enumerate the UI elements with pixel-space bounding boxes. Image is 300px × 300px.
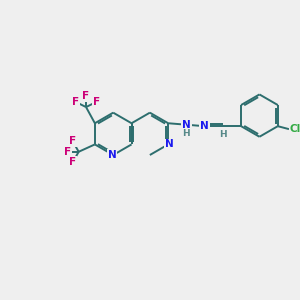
Text: F: F <box>69 157 76 167</box>
Text: F: F <box>93 97 100 107</box>
Text: H: H <box>219 130 227 139</box>
Text: F: F <box>82 91 90 101</box>
Text: N: N <box>108 150 116 160</box>
Text: F: F <box>82 91 90 101</box>
Text: N: N <box>165 140 174 149</box>
Text: F: F <box>72 97 79 107</box>
Text: H: H <box>183 129 190 138</box>
Text: F: F <box>69 136 76 146</box>
Text: N: N <box>182 120 191 130</box>
Text: F: F <box>69 157 76 167</box>
Text: N: N <box>165 140 174 149</box>
Text: N: N <box>200 121 209 131</box>
Text: N: N <box>182 120 191 130</box>
Text: F: F <box>93 97 100 107</box>
Text: F: F <box>64 147 71 157</box>
Text: F: F <box>72 97 79 107</box>
Text: N: N <box>200 121 209 131</box>
Text: N: N <box>108 150 116 160</box>
Text: Cl: Cl <box>290 124 300 134</box>
Text: F: F <box>64 147 71 157</box>
Text: H: H <box>219 130 227 139</box>
Text: H: H <box>183 129 190 138</box>
Text: F: F <box>69 136 76 146</box>
Text: Cl: Cl <box>290 124 300 134</box>
